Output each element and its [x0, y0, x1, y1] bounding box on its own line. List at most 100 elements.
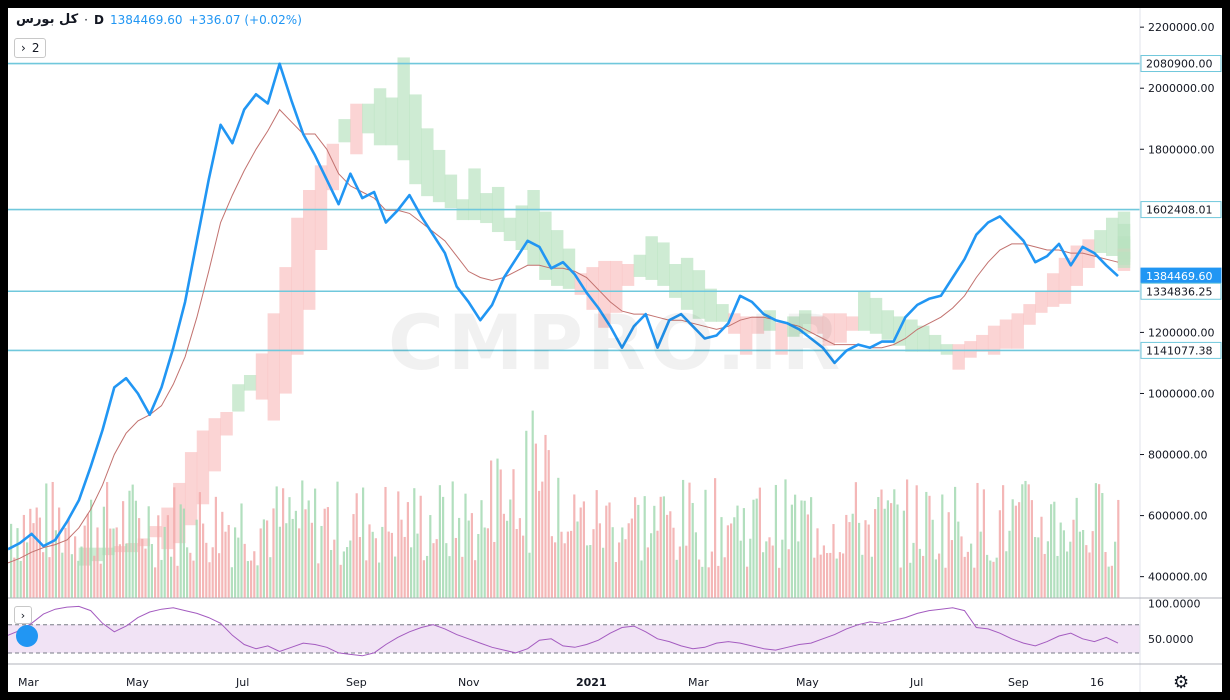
volume-bar: [342, 551, 345, 598]
volume-bar: [1008, 530, 1011, 598]
volume-bar: [1114, 541, 1117, 598]
volume-bar: [1059, 522, 1062, 598]
volume-bar: [141, 538, 144, 598]
symbol-name[interactable]: کل بورس: [16, 12, 79, 27]
volume-bar: [42, 552, 45, 598]
volume-bar: [624, 539, 627, 598]
price-lines: [8, 62, 1119, 564]
volume-bar: [685, 545, 688, 598]
volume-bar: [358, 537, 361, 598]
volume-bar: [99, 563, 102, 598]
watermark-text: CMPRO.IR: [388, 298, 845, 387]
volume-bar: [54, 530, 57, 598]
volume-bar: [982, 489, 985, 598]
volume-bar: [1056, 555, 1059, 598]
volume-bar: [250, 560, 253, 598]
volume-bar: [74, 536, 77, 598]
price-label-text: 1141077.38: [1146, 344, 1212, 357]
volume-bar: [515, 529, 518, 598]
cloud-segment: [243, 375, 257, 391]
volume-bar: [611, 527, 614, 598]
volume-bar: [333, 539, 336, 598]
rsi-toggle-button[interactable]: ›: [14, 606, 32, 624]
cloud-segment: [173, 482, 186, 544]
chevron-right-icon: ›: [21, 41, 26, 55]
volume-bar: [794, 494, 797, 598]
volume-bar: [957, 521, 960, 598]
volume-bar: [278, 526, 281, 598]
volume-bar: [720, 517, 723, 598]
volume-bar: [1030, 500, 1033, 598]
cloud-segment: [279, 267, 292, 394]
volume-bar: [96, 527, 99, 598]
volume-bar: [454, 537, 457, 598]
volume-bar: [26, 542, 29, 598]
volume-bar: [470, 513, 473, 598]
volume-bar: [275, 486, 278, 598]
volume-bar: [851, 513, 854, 598]
volume-bar: [214, 496, 217, 598]
cloud-segment: [255, 353, 269, 400]
cloud-segment: [940, 344, 954, 355]
volume-bar: [246, 561, 249, 598]
gear-icon[interactable]: ⚙: [1173, 672, 1190, 692]
price-change: +336.07 (+0.02%): [188, 12, 302, 27]
volume-bar: [336, 481, 339, 598]
volume-bar: [704, 489, 707, 598]
volume-bar: [874, 509, 877, 598]
volume-bar: [656, 530, 659, 598]
volume-bar: [102, 506, 105, 598]
volume-bar: [272, 508, 275, 598]
volume-bar: [694, 532, 697, 598]
interval-label[interactable]: D: [93, 12, 104, 27]
cloud-segment: [1023, 304, 1036, 325]
volume-bar: [950, 540, 953, 598]
volume-bar: [35, 507, 38, 598]
price-label-box: [1140, 201, 1222, 219]
volume-bar: [608, 502, 611, 598]
volume-bar: [547, 450, 550, 598]
volume-bar: [634, 497, 637, 598]
volume-bar: [973, 567, 976, 598]
volume-bar: [816, 528, 819, 598]
price-label-text: 1602408.01: [1146, 204, 1212, 217]
horizontal-levels: [8, 62, 1144, 352]
volume-bar: [621, 527, 624, 598]
volume-bar: [109, 528, 112, 598]
volume-bar: [182, 508, 185, 598]
volume-bar: [365, 560, 368, 598]
indicators-toggle-button[interactable]: › 2: [14, 38, 47, 58]
volume-bar: [176, 565, 179, 598]
volume-bar: [880, 489, 883, 598]
volume-bar: [1098, 484, 1101, 598]
volume-bar: [320, 525, 323, 598]
cloud-segment: [1070, 245, 1083, 286]
volume-bar: [1011, 499, 1014, 598]
volume-bar: [627, 523, 630, 598]
volume-bar: [797, 541, 800, 598]
cloud-segment: [303, 190, 316, 310]
price-label-box: [1140, 341, 1222, 359]
volume-bar: [230, 567, 233, 598]
cloud-segment: [1046, 273, 1060, 307]
volume-bar: [701, 566, 704, 598]
volume-bar: [566, 531, 569, 598]
volume-bar: [390, 532, 393, 598]
volume-bar: [688, 482, 691, 598]
y-tick-label: 800000.00: [1148, 449, 1208, 462]
volume-bar: [928, 495, 931, 598]
x-tick-label: 16: [1090, 676, 1104, 689]
volume-bar: [637, 504, 640, 598]
volume-bar: [406, 502, 409, 598]
cloud-segment: [633, 254, 647, 277]
volume-bar: [150, 543, 153, 598]
volume-bar: [822, 545, 825, 598]
volume-bar: [186, 547, 189, 598]
volume-bar: [339, 564, 342, 598]
cloud-segment: [102, 547, 115, 556]
volume-bar: [61, 552, 64, 598]
volume-bar: [310, 522, 313, 598]
volume-bar: [726, 525, 729, 598]
tradingview-logo-icon[interactable]: [16, 625, 38, 647]
volume-bar: [678, 546, 681, 598]
